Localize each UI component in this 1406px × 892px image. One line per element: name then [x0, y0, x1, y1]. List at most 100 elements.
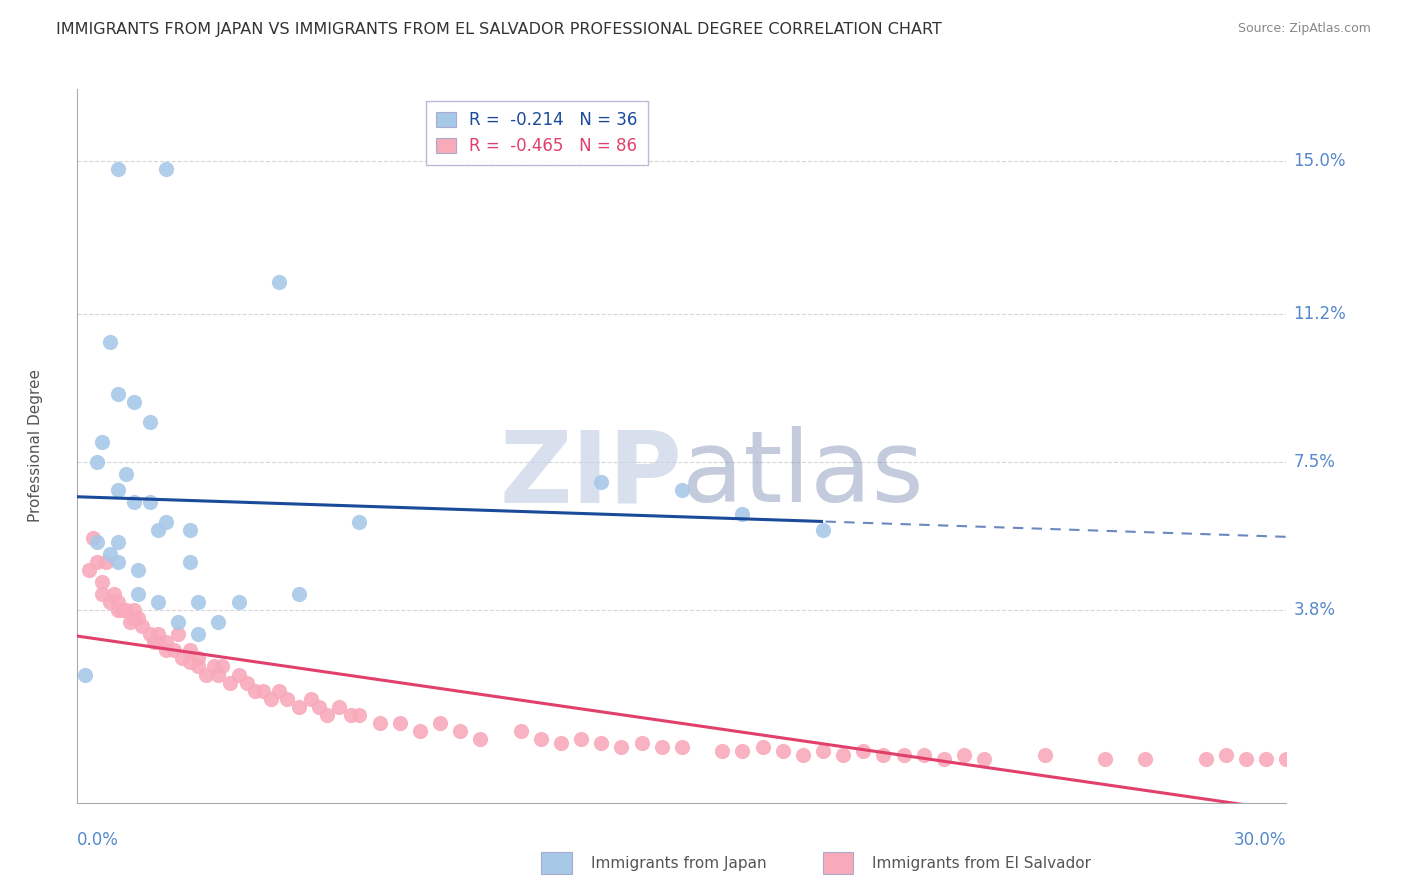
Point [86, 555, 108, 569]
Point [107, 387, 129, 401]
Point [187, 595, 209, 609]
Point [671, 483, 693, 497]
Point [711, 744, 734, 758]
Point [114, 467, 136, 481]
Point [163, 643, 186, 657]
Point [139, 415, 162, 429]
Point [1256, 752, 1278, 766]
Point [509, 723, 531, 738]
Point [470, 731, 492, 746]
Point [973, 752, 995, 766]
Point [86, 455, 108, 469]
Point [811, 744, 834, 758]
Point [349, 707, 371, 722]
Point [98, 547, 121, 561]
Point [107, 483, 129, 497]
Point [207, 615, 229, 630]
Point [179, 555, 201, 569]
Point [1195, 752, 1218, 766]
Point [111, 603, 134, 617]
Point [368, 715, 391, 730]
Text: Immigrants from El Salvador: Immigrants from El Salvador [872, 856, 1091, 871]
Text: 0.0%: 0.0% [77, 830, 120, 849]
Point [751, 739, 773, 754]
Point [591, 475, 613, 489]
Point [107, 162, 129, 177]
Point [449, 723, 471, 738]
Point [79, 563, 101, 577]
Legend: R =  -0.214   N = 36, R =  -0.465   N = 86: R = -0.214 N = 36, R = -0.465 N = 86 [426, 101, 648, 165]
Point [139, 627, 162, 641]
Point [75, 667, 97, 681]
Point [82, 531, 104, 545]
Point [90, 587, 112, 601]
Point [187, 627, 209, 641]
Text: IMMIGRANTS FROM JAPAN VS IMMIGRANTS FROM EL SALVADOR PROFESSIONAL DEGREE CORRELA: IMMIGRANTS FROM JAPAN VS IMMIGRANTS FROM… [56, 22, 942, 37]
Point [299, 691, 322, 706]
Point [252, 683, 274, 698]
Point [811, 523, 834, 537]
Point [671, 739, 693, 754]
Point [630, 736, 652, 750]
Point [195, 667, 218, 681]
Point [912, 747, 935, 762]
Point [267, 275, 290, 289]
Point [207, 667, 229, 681]
Point [349, 515, 371, 529]
Point [569, 731, 592, 746]
Point [98, 595, 121, 609]
Point [179, 643, 201, 657]
Point [731, 507, 754, 521]
Point [103, 587, 125, 601]
Point [530, 731, 553, 746]
Point [276, 691, 298, 706]
Point [288, 699, 311, 714]
Point [179, 656, 201, 670]
Point [219, 675, 242, 690]
Point [118, 615, 141, 630]
Point [550, 736, 572, 750]
Point [288, 587, 311, 601]
Point [155, 162, 177, 177]
Point [172, 651, 194, 665]
Point [179, 523, 201, 537]
Point [202, 659, 225, 673]
Point [308, 699, 330, 714]
Point [1033, 747, 1056, 762]
Point [792, 747, 814, 762]
Point [328, 699, 350, 714]
Point [86, 535, 108, 549]
Point [731, 744, 754, 758]
Point [832, 747, 855, 762]
Point [146, 635, 169, 649]
Point [155, 643, 177, 657]
Text: Immigrants from Japan: Immigrants from Japan [591, 856, 766, 871]
Point [107, 595, 129, 609]
Text: Professional Degree: Professional Degree [28, 369, 42, 523]
Point [1275, 752, 1298, 766]
Point [893, 747, 915, 762]
Point [122, 603, 145, 617]
Point [591, 736, 613, 750]
Text: atlas: atlas [682, 426, 924, 523]
Point [316, 707, 339, 722]
Point [1135, 752, 1157, 766]
Point [127, 611, 149, 625]
Point [340, 707, 363, 722]
Point [90, 575, 112, 590]
Point [139, 495, 162, 509]
Point [98, 334, 121, 349]
Point [872, 747, 894, 762]
Point [146, 523, 169, 537]
Point [932, 752, 955, 766]
Point [211, 659, 233, 673]
Text: 15.0%: 15.0% [1294, 153, 1346, 170]
Text: Source: ZipAtlas.com: Source: ZipAtlas.com [1237, 22, 1371, 36]
Point [90, 435, 112, 450]
Text: 11.2%: 11.2% [1294, 305, 1346, 323]
Text: 7.5%: 7.5% [1294, 453, 1336, 471]
Point [852, 744, 875, 758]
Point [107, 555, 129, 569]
Text: 3.8%: 3.8% [1294, 601, 1336, 619]
Point [127, 587, 149, 601]
